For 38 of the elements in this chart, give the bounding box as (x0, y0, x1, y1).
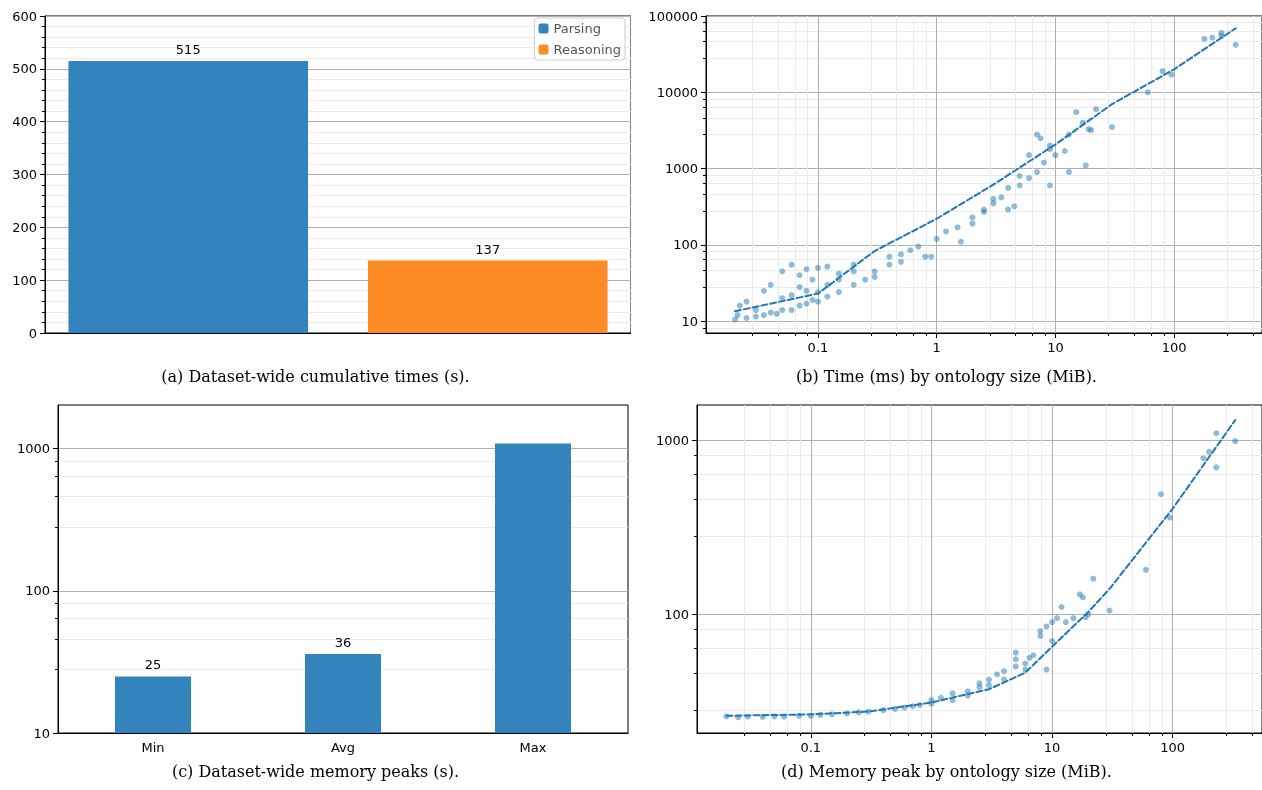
x-tick-label: 0.1 (800, 740, 822, 755)
x-tick-label: Min (141, 740, 165, 755)
y-tick-label: 200 (12, 219, 37, 235)
y-tick-label: 10 (681, 313, 698, 329)
legend-label: Reasoning (553, 42, 621, 57)
x-tick-label: 1 (927, 740, 936, 755)
data-label: 25 (144, 657, 162, 673)
data-label: 515 (175, 41, 201, 57)
x-tick-label: Max (519, 740, 547, 755)
text: (c) Dataset-wide memory peaks (s). (171, 761, 460, 781)
y-tick-label: 1000 (655, 432, 689, 448)
y-tick-label: 10000 (656, 84, 698, 100)
x-tick-label: 1 (932, 340, 941, 355)
text: (d) Memory peak by ontology size (MiB). (781, 761, 1112, 781)
y-tick-label: 300 (12, 167, 37, 182)
y-tick-label: 1000 (664, 161, 698, 177)
y-tick-label: 600 (12, 8, 37, 24)
x-tick-label: 0.1 (807, 340, 829, 355)
y-tick-label: 400 (12, 114, 37, 130)
y-tick-label: 10 (33, 725, 50, 741)
data-label: 137 (475, 241, 501, 257)
text: (b) Time (ms) by ontology size (MiB). (796, 366, 1097, 386)
x-tick-label: 100 (1161, 340, 1187, 355)
x-tick-label: 10 (1047, 340, 1064, 355)
y-tick-label: 100 (25, 583, 50, 599)
y-tick-label: 0 (28, 325, 37, 341)
y-tick-label: 100 (664, 606, 689, 622)
data-label: 36 (334, 634, 352, 650)
y-tick-label: 100 (12, 272, 37, 288)
legend-label: Parsing (553, 21, 601, 36)
x-tick-label: 10 (1043, 740, 1061, 755)
y-tick-label: 500 (12, 61, 37, 77)
x-tick-label: 100 (1160, 740, 1186, 755)
text: (a) Dataset-wide cumulative times (s). (161, 366, 470, 386)
y-tick-label: 1000 (16, 441, 50, 457)
y-tick-label: 100 (673, 237, 698, 253)
y-tick-label: 100000 (648, 8, 698, 24)
x-tick-label: Avg (330, 740, 356, 755)
